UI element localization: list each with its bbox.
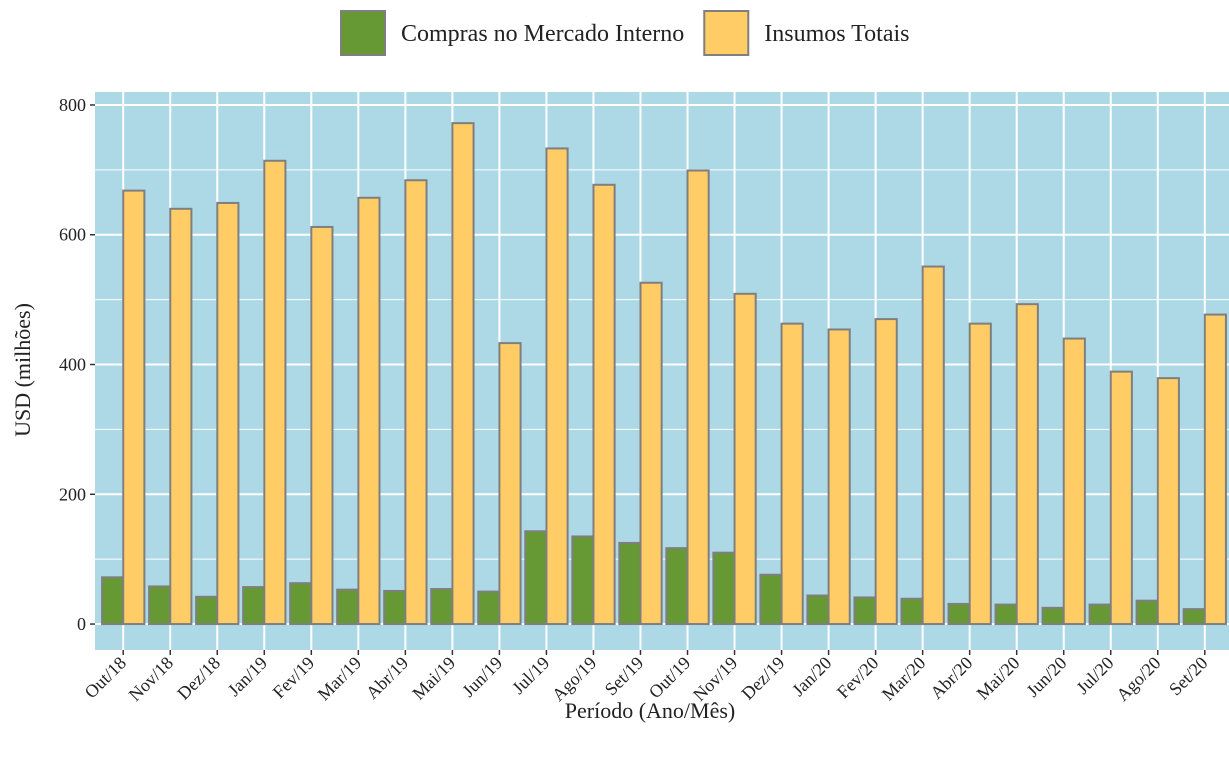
bar bbox=[921, 265, 945, 626]
bar bbox=[263, 159, 287, 626]
x-tick-label: Mai/19 bbox=[408, 653, 459, 704]
x-tick-label: Nov/18 bbox=[125, 653, 177, 705]
x-tick-label: Jun/20 bbox=[1022, 653, 1070, 701]
legend-swatch bbox=[340, 10, 386, 56]
bar bbox=[592, 183, 616, 626]
bar bbox=[169, 207, 193, 626]
y-tick-label: 200 bbox=[59, 484, 86, 504]
bar bbox=[639, 281, 663, 626]
bar bbox=[806, 594, 830, 626]
bar bbox=[947, 602, 971, 626]
bar bbox=[336, 588, 360, 626]
bar bbox=[404, 179, 428, 626]
bar bbox=[289, 582, 313, 626]
bar bbox=[498, 342, 522, 626]
legend-label: Compras no Mercado Interno bbox=[401, 21, 684, 47]
bar bbox=[968, 322, 992, 626]
x-tick-label: Jan/19 bbox=[224, 653, 271, 700]
bar bbox=[733, 292, 757, 626]
bar bbox=[994, 603, 1018, 626]
bar bbox=[665, 547, 689, 626]
bar bbox=[451, 122, 475, 626]
bar bbox=[571, 535, 595, 626]
bar bbox=[1015, 303, 1039, 626]
x-tick-label: Set/19 bbox=[601, 653, 648, 700]
y-tick-label: 0 bbox=[77, 614, 86, 634]
bar bbox=[759, 573, 783, 626]
bar bbox=[827, 328, 851, 626]
bar bbox=[618, 541, 642, 626]
y-tick-label: 400 bbox=[59, 355, 86, 375]
bar bbox=[1156, 377, 1180, 626]
x-tick-label: Jun/19 bbox=[458, 653, 506, 701]
bar bbox=[1135, 599, 1159, 626]
bar bbox=[383, 589, 407, 626]
x-tick-label: Set/20 bbox=[1165, 653, 1212, 700]
legend-swatch bbox=[703, 10, 750, 56]
x-tick-label: Dez/19 bbox=[737, 653, 788, 704]
bar bbox=[122, 189, 146, 626]
x-tick-label: Mai/20 bbox=[973, 653, 1024, 704]
x-tick-label: Mar/19 bbox=[314, 653, 366, 705]
bar bbox=[1088, 603, 1112, 626]
y-tick-label: 800 bbox=[59, 95, 86, 115]
y-axis-title: USD (milhões) bbox=[10, 303, 35, 437]
y-tick-label: 600 bbox=[59, 225, 86, 245]
x-tick-label: Out/18 bbox=[81, 653, 131, 703]
bar bbox=[780, 322, 804, 626]
x-tick-label: Jan/20 bbox=[788, 653, 835, 700]
bar bbox=[357, 196, 381, 626]
bar bbox=[1062, 337, 1086, 626]
bar bbox=[1203, 313, 1227, 626]
bar bbox=[853, 596, 877, 626]
x-tick-label: Fev/19 bbox=[269, 653, 319, 703]
bar bbox=[195, 595, 219, 626]
bar bbox=[900, 597, 924, 626]
bar bbox=[1182, 608, 1206, 626]
x-tick-label: Out/19 bbox=[645, 653, 695, 703]
x-tick-label: Abr/19 bbox=[362, 653, 412, 703]
x-tick-label: Ago/20 bbox=[1112, 653, 1164, 705]
bar bbox=[524, 530, 548, 626]
x-tick-label: Fev/20 bbox=[833, 653, 883, 703]
bar bbox=[310, 225, 334, 626]
bar bbox=[242, 586, 266, 626]
bar bbox=[1109, 370, 1133, 626]
bar bbox=[430, 588, 454, 626]
bar bbox=[874, 318, 898, 626]
legend-label: Insumos Totais bbox=[764, 21, 909, 47]
bar bbox=[712, 551, 736, 626]
x-tick-label: Jul/20 bbox=[1072, 653, 1117, 698]
x-tick-label: Abr/20 bbox=[926, 653, 976, 703]
bar bbox=[1041, 606, 1065, 626]
bar bbox=[477, 590, 501, 626]
bar bbox=[148, 585, 172, 626]
bar bbox=[101, 576, 125, 626]
bar bbox=[545, 147, 569, 626]
bar bbox=[216, 201, 240, 626]
bar bbox=[686, 169, 710, 626]
x-tick-label: Mar/20 bbox=[878, 653, 930, 705]
x-tick-label: Jul/19 bbox=[508, 653, 553, 698]
x-axis-title: Período (Ano/Mês) bbox=[565, 698, 735, 723]
x-tick-label: Dez/18 bbox=[173, 653, 224, 704]
